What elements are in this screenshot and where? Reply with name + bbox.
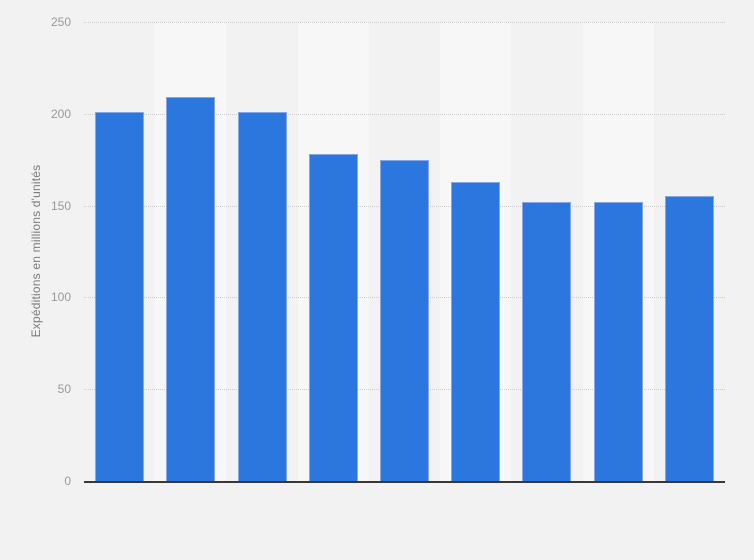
plot-area — [84, 22, 725, 481]
x-axis-line — [84, 481, 725, 483]
gridline — [84, 22, 725, 23]
bar[interactable] — [166, 97, 216, 481]
y-axis-tick-labels: 0 50 100 150 200 250 — [0, 15, 71, 488]
y-tick-label: 200 — [50, 106, 71, 121]
bar[interactable] — [664, 196, 714, 481]
bar[interactable] — [451, 181, 501, 481]
y-tick-label: 50 — [57, 382, 71, 397]
bar[interactable] — [593, 201, 643, 481]
bar[interactable] — [237, 111, 287, 481]
gridline — [84, 113, 725, 115]
y-tick-label: 100 — [50, 290, 71, 305]
bar[interactable] — [522, 201, 572, 481]
bar[interactable] — [380, 159, 429, 481]
bar[interactable] — [95, 111, 145, 481]
y-tick-label: 250 — [50, 15, 71, 29]
bar[interactable] — [308, 154, 358, 481]
y-tick-label: 0 — [64, 474, 71, 488]
y-tick-label: 150 — [50, 198, 71, 213]
